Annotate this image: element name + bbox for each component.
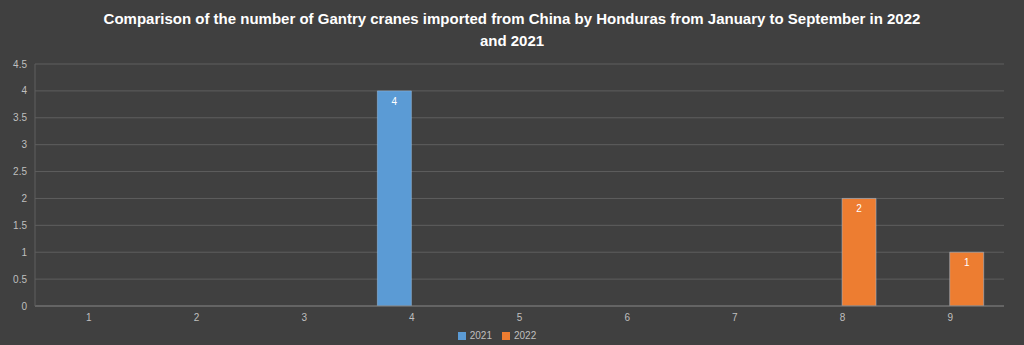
svg-text:4: 4 (392, 96, 398, 107)
svg-text:4.5: 4.5 (13, 59, 27, 70)
html-text:2022: 2022 (514, 330, 537, 341)
html-text:Comparison of the number of Ga: Comparison of the number of Gantry crane… (103, 10, 921, 49)
svg-text:3: 3 (21, 139, 27, 150)
svg-text:7: 7 (732, 312, 738, 323)
svg-text:3: 3 (301, 312, 307, 323)
svg-text:0.5: 0.5 (13, 274, 27, 285)
svg-text:1: 1 (964, 257, 970, 268)
svg-text:1: 1 (21, 247, 27, 258)
svg-text:0: 0 (21, 301, 27, 312)
svg-text:3.5: 3.5 (13, 112, 27, 123)
svg-text:2.5: 2.5 (13, 166, 27, 177)
svg-text:4: 4 (409, 312, 415, 323)
svg-text:1.5: 1.5 (13, 220, 27, 231)
svg-text:8: 8 (840, 312, 846, 323)
svg-text:1: 1 (86, 312, 92, 323)
svg-text:2: 2 (856, 203, 862, 214)
svg-text:2: 2 (194, 312, 200, 323)
html-text:2021: 2021 (469, 330, 492, 341)
svg-text:4: 4 (21, 85, 27, 96)
svg-text:2: 2 (21, 193, 27, 204)
svg-text:9: 9 (947, 312, 953, 323)
svg-text:5: 5 (517, 312, 523, 323)
svg-text:6: 6 (624, 312, 630, 323)
